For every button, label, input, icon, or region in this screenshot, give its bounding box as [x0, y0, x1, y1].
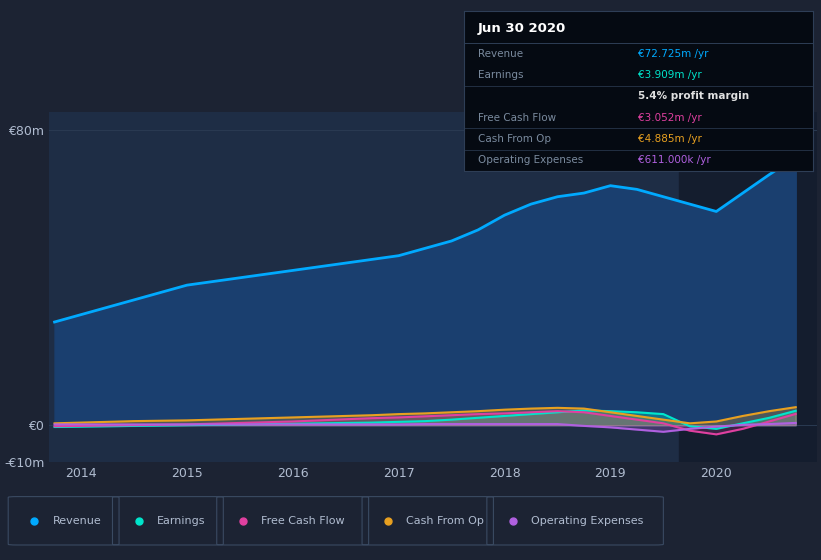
Text: Operating Expenses: Operating Expenses	[531, 516, 644, 526]
Text: €4.885m /yr: €4.885m /yr	[639, 134, 702, 144]
Text: Cash From Op: Cash From Op	[406, 516, 484, 526]
Text: Earnings: Earnings	[157, 516, 205, 526]
Text: Jun 30 2020: Jun 30 2020	[478, 22, 566, 35]
Text: Operating Expenses: Operating Expenses	[478, 155, 583, 165]
Text: €611.000k /yr: €611.000k /yr	[639, 155, 711, 165]
Text: Revenue: Revenue	[53, 516, 101, 526]
Text: €3.909m /yr: €3.909m /yr	[639, 70, 702, 80]
Text: Revenue: Revenue	[478, 49, 523, 59]
Text: Free Cash Flow: Free Cash Flow	[261, 516, 345, 526]
Bar	[679, 112, 821, 462]
Text: Earnings: Earnings	[478, 70, 523, 80]
Text: 5.4% profit margin: 5.4% profit margin	[639, 91, 750, 101]
Text: Free Cash Flow: Free Cash Flow	[478, 113, 556, 123]
Text: €72.725m /yr: €72.725m /yr	[639, 49, 709, 59]
Text: Cash From Op: Cash From Op	[478, 134, 551, 144]
Text: €3.052m /yr: €3.052m /yr	[639, 113, 702, 123]
